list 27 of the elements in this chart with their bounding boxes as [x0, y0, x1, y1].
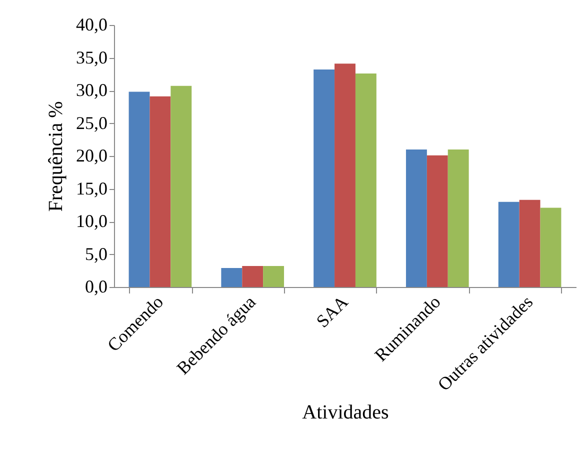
- y-tick-label: 0,0: [85, 276, 108, 296]
- bar: [314, 70, 335, 287]
- y-tick-label: 25,0: [76, 112, 108, 133]
- bar: [150, 96, 171, 287]
- bar: [221, 268, 242, 287]
- bar: [498, 202, 520, 287]
- x-axis-title: Atividades: [302, 402, 390, 424]
- bar: [406, 149, 427, 287]
- bar: [540, 208, 562, 287]
- bar: [263, 266, 284, 287]
- bar: [128, 92, 150, 287]
- bar: [334, 64, 356, 287]
- bar: [242, 266, 264, 287]
- bar: [519, 200, 540, 287]
- y-tick-label: 40,0: [76, 14, 108, 34]
- bar: [170, 86, 192, 287]
- y-tick-label: 30,0: [76, 80, 108, 100]
- y-tick-label: 10,0: [76, 211, 108, 231]
- y-tick-label: 35,0: [76, 47, 108, 68]
- y-axis-title: Frequência %: [45, 101, 67, 212]
- y-tick-label: 5,0: [85, 244, 108, 264]
- bar: [426, 155, 448, 287]
- y-tick-label: 15,0: [76, 178, 108, 198]
- bar: [355, 73, 376, 287]
- x-tick-label: SAA: [312, 292, 352, 332]
- bar: [448, 149, 469, 287]
- y-tick-label: 20,0: [76, 146, 108, 166]
